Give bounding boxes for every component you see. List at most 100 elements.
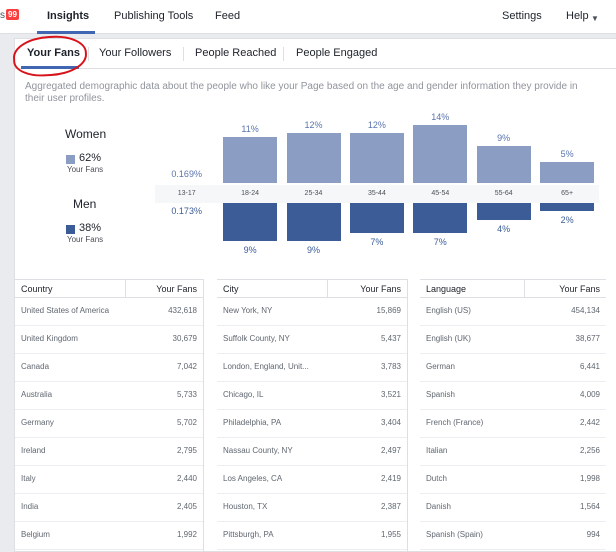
table-cell-value: 5,733 bbox=[176, 390, 197, 399]
tab-divider bbox=[283, 47, 284, 61]
age-tick-label: 18-24 bbox=[241, 190, 260, 197]
nav-publishing-tools[interactable]: Publishing Tools bbox=[114, 10, 194, 22]
table-cell-label: Italy bbox=[21, 474, 36, 483]
column-header-your-fans[interactable]: Your Fans bbox=[156, 284, 197, 294]
table-row: Philadelphia, PA 3,404 bbox=[217, 410, 407, 438]
women-small-value: 0.169% bbox=[171, 169, 202, 179]
women-swatch bbox=[66, 155, 75, 164]
table-cell-value: 2,440 bbox=[176, 474, 197, 483]
women-bar[interactable] bbox=[413, 125, 468, 183]
table-header: Language Your Fans bbox=[420, 280, 606, 298]
men-bar-label: 7% bbox=[433, 236, 447, 247]
audience-tabs: Your Fans Your Followers People Reached … bbox=[15, 39, 616, 69]
notification-badge[interactable]: 99 bbox=[6, 9, 19, 20]
table-cell-value: 2,405 bbox=[176, 502, 197, 511]
men-bar[interactable] bbox=[286, 203, 341, 241]
insights-panel: Your Fans Your Followers People Reached … bbox=[12, 34, 616, 552]
tab-your-followers[interactable]: Your Followers bbox=[99, 47, 172, 59]
column-header-language[interactable]: Language bbox=[426, 284, 467, 294]
women-sub-label: Your Fans bbox=[67, 165, 104, 174]
column-header-country[interactable]: Country bbox=[21, 284, 53, 294]
women-bar[interactable] bbox=[476, 145, 531, 183]
table-cell-value: 432,618 bbox=[168, 306, 197, 315]
table-cell-value: 3,404 bbox=[380, 418, 401, 427]
table-row: United Kingdom 30,679 bbox=[15, 326, 203, 354]
tab-people-reached[interactable]: People Reached bbox=[195, 47, 277, 59]
age-axis-band bbox=[155, 185, 599, 203]
men-bar[interactable] bbox=[413, 203, 468, 233]
men-bar-label: 9% bbox=[243, 245, 257, 255]
table-cell-value: 994 bbox=[586, 530, 600, 539]
men-bar[interactable] bbox=[223, 203, 278, 241]
table-cell-label: Houston, TX bbox=[223, 502, 268, 511]
page-description: Aggregated demographic data about the pe… bbox=[25, 81, 578, 104]
table-cell-label: French (France) bbox=[426, 418, 484, 427]
table-cell-label: German bbox=[426, 362, 455, 371]
tab-active-indicator bbox=[21, 66, 79, 69]
table-row: Dutch 1,998 bbox=[420, 466, 606, 494]
table-cell-label: Nassau County, NY bbox=[223, 446, 293, 455]
table-row: French (France) 2,442 bbox=[420, 410, 606, 438]
column-header-your-fans[interactable]: Your Fans bbox=[360, 284, 401, 294]
men-bar[interactable] bbox=[476, 203, 531, 220]
tab-people-engaged[interactable]: People Engaged bbox=[296, 47, 378, 59]
nav-active-indicator bbox=[37, 31, 95, 34]
women-bar[interactable] bbox=[223, 137, 278, 183]
women-bar[interactable] bbox=[349, 133, 404, 183]
table-row: Houston, TX 2,387 bbox=[217, 494, 407, 522]
table-cell-label: Italian bbox=[426, 446, 448, 455]
table-row: English (UK) 38,677 bbox=[420, 326, 606, 354]
table-cell-value: 1,955 bbox=[380, 530, 401, 539]
table-cell-label: Ireland bbox=[21, 446, 46, 455]
table-row: Canada 7,042 bbox=[15, 354, 203, 382]
table-cell-value: 30,679 bbox=[172, 334, 197, 343]
table-cell-label: Pittsburgh, PA bbox=[223, 530, 274, 539]
table-cell-label: New York, NY bbox=[223, 306, 273, 315]
table-cell-value: 2,442 bbox=[579, 418, 600, 427]
men-swatch bbox=[66, 225, 75, 234]
women-percentage: 62% bbox=[79, 152, 102, 164]
table-header: Country Your Fans bbox=[15, 280, 203, 298]
tab-your-fans[interactable]: Your Fans bbox=[27, 47, 80, 59]
table-row: Chicago, IL 3,521 bbox=[217, 382, 407, 410]
women-bar-label: 9% bbox=[497, 132, 511, 143]
nav-feed[interactable]: Feed bbox=[215, 10, 241, 22]
table-row: Australia 5,733 bbox=[15, 382, 203, 410]
tab-divider bbox=[88, 47, 89, 61]
table-cell-value: 3,783 bbox=[380, 362, 401, 371]
age-tick-label: 65+ bbox=[561, 190, 574, 197]
men-small-value: 0.173% bbox=[171, 206, 202, 216]
nav-insights[interactable]: Insights bbox=[47, 10, 90, 22]
table-cell-label: Danish bbox=[426, 502, 451, 511]
table-cell-value: 4,009 bbox=[579, 390, 600, 399]
table-row: Spanish (Spain) 994 bbox=[420, 522, 606, 550]
table-cell-label: Spanish (Spain) bbox=[426, 530, 483, 539]
men-bar[interactable] bbox=[349, 203, 404, 233]
men-bar[interactable] bbox=[540, 203, 595, 212]
table-cell-label: English (UK) bbox=[426, 334, 471, 343]
table-row: London, England, Unit... 3,783 bbox=[217, 354, 407, 382]
chart-fade bbox=[137, 109, 155, 284]
nav-help[interactable]: Help bbox=[566, 10, 589, 22]
table-cell-value: 5,437 bbox=[380, 334, 401, 343]
column-header-your-fans[interactable]: Your Fans bbox=[559, 284, 600, 294]
table-cell-label: London, England, Unit... bbox=[223, 362, 309, 371]
table-cell-label: English (US) bbox=[426, 306, 471, 315]
table-cell-value: 2,795 bbox=[176, 446, 197, 455]
table-row: New York, NY 15,869 bbox=[217, 298, 407, 326]
table-cell-value: 6,441 bbox=[579, 362, 600, 371]
table-cell-label: India bbox=[21, 502, 39, 511]
table-cell-value: 2,387 bbox=[380, 502, 401, 511]
table-cell-value: 2,419 bbox=[380, 474, 401, 483]
table-cell-value: 5,702 bbox=[176, 418, 197, 427]
women-bar[interactable] bbox=[540, 162, 595, 183]
table-cell-label: Spanish bbox=[426, 390, 455, 399]
nav-settings[interactable]: Settings bbox=[502, 10, 542, 22]
table-header: City Your Fans bbox=[217, 280, 407, 298]
column-header-city[interactable]: City bbox=[223, 284, 239, 294]
chevron-down-icon[interactable]: ▼ bbox=[591, 14, 599, 23]
table-cell-value: 38,677 bbox=[575, 334, 600, 343]
women-bar[interactable] bbox=[286, 133, 341, 183]
city-table: City Your Fans New York, NY 15,869 Suffolk… bbox=[217, 279, 407, 550]
table-cell-label: Los Angeles, CA bbox=[223, 474, 283, 483]
